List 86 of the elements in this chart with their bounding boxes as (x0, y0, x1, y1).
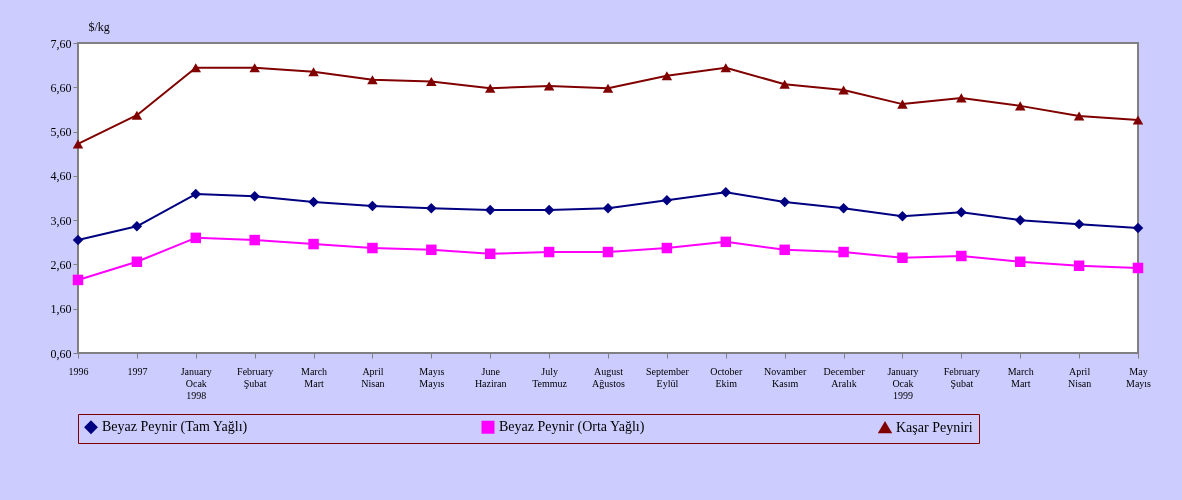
point (661, 242, 673, 254)
point (661, 194, 673, 206)
y-tick-label: 1,60 (50, 302, 72, 317)
x-tick-label: Novamber Kasım (764, 365, 807, 389)
point (190, 232, 202, 244)
point (72, 139, 84, 149)
point (897, 99, 908, 109)
x-tick-label: September Eylül (646, 365, 690, 389)
point (484, 248, 496, 260)
point (190, 63, 202, 73)
y-tick-label: 7,60 (50, 36, 72, 51)
point (308, 238, 319, 250)
x-tick-label: March Mart (301, 365, 328, 389)
point (897, 210, 908, 222)
x-tick-label: April Nisan (1067, 365, 1092, 389)
point (720, 63, 732, 73)
point (779, 79, 790, 89)
x-tick-label: March Mart (1007, 365, 1034, 389)
point (190, 188, 202, 200)
legend-label: Kaşar Peyniri (896, 419, 973, 435)
point (720, 187, 732, 198)
x-tick-label: December Aralık (823, 365, 866, 389)
y-tick-label: 3,60 (50, 213, 72, 228)
point (484, 83, 496, 93)
x-tick-label: 1996 (68, 365, 89, 377)
x-tick-label: February Şubat (943, 365, 980, 389)
point (131, 110, 143, 120)
point (720, 236, 732, 248)
x-tick-label: October Ekim (710, 365, 744, 389)
point (249, 190, 260, 202)
x-tick-label: January Ocak 1999 (887, 365, 919, 401)
y-axis-title: $/kg (88, 19, 110, 34)
point (1073, 218, 1085, 230)
point (1132, 262, 1144, 274)
y-tick-label: 5,60 (50, 125, 72, 140)
point (602, 202, 614, 214)
point (249, 234, 260, 246)
point (543, 246, 555, 258)
x-tick-label: August Ağustos (592, 365, 625, 389)
x-tick-label: April Nisan (361, 365, 385, 389)
point (956, 250, 967, 262)
point (602, 246, 614, 258)
point (956, 206, 967, 218)
point (897, 252, 908, 264)
point (602, 83, 614, 93)
x-tick-label: July Temmuz (532, 365, 568, 389)
x-tick-label: May Mayıs (1126, 365, 1152, 389)
y-tick-label: 2,60 (50, 257, 72, 272)
point (426, 76, 437, 87)
point (661, 71, 673, 81)
point (367, 75, 378, 85)
point (484, 204, 496, 216)
point (779, 244, 790, 256)
point (1014, 214, 1026, 226)
y-tick-label: 4,60 (50, 169, 72, 184)
point (1073, 260, 1085, 271)
point (426, 244, 437, 256)
legend-label: Beyaz Peynir (Tam Yağlı) (102, 419, 248, 436)
point (543, 81, 555, 91)
x-tick-label: Mayıs Mayıs (419, 365, 445, 389)
point (249, 63, 260, 73)
x-tick-label: January Ocak 1998 (180, 365, 212, 401)
point (367, 200, 378, 212)
point (1132, 115, 1144, 125)
point (131, 221, 143, 232)
point (426, 202, 437, 214)
legend-label: Beyaz Peynir (Orta Yağlı) (499, 419, 645, 436)
y-tick-label: 6,60 (50, 80, 72, 95)
point (838, 246, 849, 258)
point (308, 67, 319, 77)
x-tick-label: February Şubat (237, 365, 274, 389)
point (367, 242, 378, 254)
point (72, 234, 84, 246)
point (308, 196, 319, 208)
point (72, 274, 84, 286)
point (838, 85, 849, 95)
point (779, 196, 790, 208)
point (1014, 101, 1026, 111)
point (1014, 256, 1026, 268)
y-tick-label: 0,60 (50, 346, 72, 361)
point (1132, 222, 1144, 234)
point (838, 202, 849, 214)
x-tick-label: June Haziran (474, 365, 507, 389)
point (131, 256, 143, 268)
x-tick-label: 1997 (127, 365, 148, 377)
point (1073, 111, 1085, 121)
